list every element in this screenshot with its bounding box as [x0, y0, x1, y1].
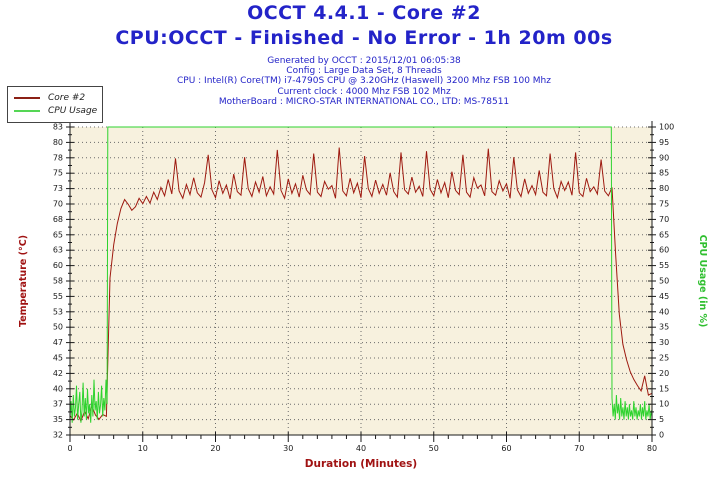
- y-left-tick-label: 37: [53, 400, 63, 409]
- report-info-block: Generated by OCCT : 2015/12/01 06:05:38 …: [0, 56, 728, 107]
- y-right-tick-label: 100: [659, 123, 674, 132]
- legend-item-core2: Core #2: [14, 91, 96, 104]
- info-current-clock: Current clock : 4000 Mhz FSB 102 Mhz: [277, 86, 451, 97]
- page-title: OCCT 4.4.1 - Core #2: [247, 2, 481, 24]
- y-right-tick-label: 65: [659, 230, 669, 239]
- y-left-tick-label: 60: [53, 261, 63, 270]
- core2-line-swatch: [14, 96, 40, 99]
- status-subtitle: CPU:OCCT - Finished - No Error - 1h 20m …: [115, 27, 613, 49]
- x-tick-label: 70: [574, 444, 584, 453]
- y-right-tick-label: 40: [659, 307, 669, 316]
- info-cpu: CPU : Intel(R) Core(TM) i7-4790S CPU @ 3…: [176, 76, 551, 87]
- y-left-tick-label: 83: [53, 123, 63, 132]
- y-right-tick-label: 45: [659, 292, 669, 301]
- y-right-tick-label: 70: [659, 215, 669, 224]
- y-right-tick-label: 55: [659, 261, 669, 270]
- y-right-tick-label: 35: [659, 323, 669, 332]
- y-right-tick-label: 0: [659, 431, 664, 440]
- y-left-tick-label: 45: [53, 354, 63, 363]
- cpu-usage-line: [69, 126, 653, 423]
- info-motherboard: MotherBoard : MICRO-STAR INTERNATIONAL C…: [218, 96, 510, 107]
- y-right-tick-label: 20: [659, 369, 669, 378]
- x-tick-label: 0: [67, 444, 72, 453]
- x-tick-label: 80: [647, 444, 657, 453]
- x-tick-label: 30: [283, 444, 293, 453]
- y-right-tick-label: 30: [659, 338, 669, 347]
- x-axis-title: Duration (Minutes): [305, 458, 417, 470]
- y-right-tick-label: 85: [659, 169, 669, 178]
- y-right-tick-label: 50: [659, 277, 669, 286]
- y-left-tick-label: 55: [53, 292, 63, 301]
- y-left-tick-label: 65: [53, 230, 63, 239]
- y-left-tick-label: 70: [53, 200, 63, 209]
- cpu-usage-line-swatch: [14, 109, 40, 112]
- legend-label-cpu-usage: CPU Usage: [48, 105, 98, 116]
- x-tick-label: 60: [501, 444, 511, 453]
- info-generated-by: Generated by OCCT : 2015/12/01 06:05:38: [267, 56, 461, 66]
- y-right-tick-label: 10: [659, 400, 669, 409]
- temperature-cpu-usage-chart: Temperature (°C) CPU Usage (in %) Durati…: [18, 121, 708, 470]
- info-config: Config : Large Data Set, 8 Threads: [286, 66, 442, 77]
- y-right-tick-label: 5: [659, 415, 664, 424]
- x-tick-label: 50: [429, 444, 439, 453]
- plot-background: [70, 127, 652, 435]
- y-left-tick-label: 75: [53, 169, 63, 178]
- chart-legend: Core #2 CPU Usage: [7, 86, 103, 123]
- y-right-tick-label: 60: [659, 246, 669, 255]
- y-left-tick-label: 68: [53, 215, 63, 224]
- y-left-tick-label: 50: [53, 323, 63, 332]
- legend-item-cpu-usage: CPU Usage: [14, 104, 98, 117]
- y-right-tick-label: 75: [659, 200, 669, 209]
- y-right-tick-label: 25: [659, 354, 669, 363]
- y-left-tick-label: 58: [53, 277, 63, 286]
- y-right-tick-label: 95: [659, 138, 669, 147]
- y-right-tick-label: 15: [659, 384, 669, 393]
- core2-temperature-line: [69, 147, 653, 423]
- y-left-tick-label: 40: [53, 384, 63, 393]
- x-tick-label: 10: [138, 444, 148, 453]
- y-left-axis-title: Temperature (°C): [18, 235, 29, 327]
- y-left-tick-label: 80: [53, 138, 63, 147]
- y-left-tick-label: 73: [53, 184, 63, 193]
- y-right-axis-title: CPU Usage (in %): [697, 235, 708, 328]
- y-left-tick-label: 32: [53, 431, 63, 440]
- y-right-tick-label: 90: [659, 153, 669, 162]
- y-left-tick-label: 35: [53, 415, 63, 424]
- y-left-tick-label: 47: [53, 338, 63, 347]
- legend-label-core2: Core #2: [48, 92, 86, 103]
- x-tick-label: 40: [356, 444, 366, 453]
- x-tick-label: 20: [210, 444, 220, 453]
- y-left-tick-label: 42: [53, 369, 63, 378]
- y-left-tick-label: 63: [53, 246, 63, 255]
- y-right-tick-label: 80: [659, 184, 669, 193]
- y-left-tick-label: 53: [53, 307, 63, 316]
- y-left-tick-label: 78: [53, 153, 63, 162]
